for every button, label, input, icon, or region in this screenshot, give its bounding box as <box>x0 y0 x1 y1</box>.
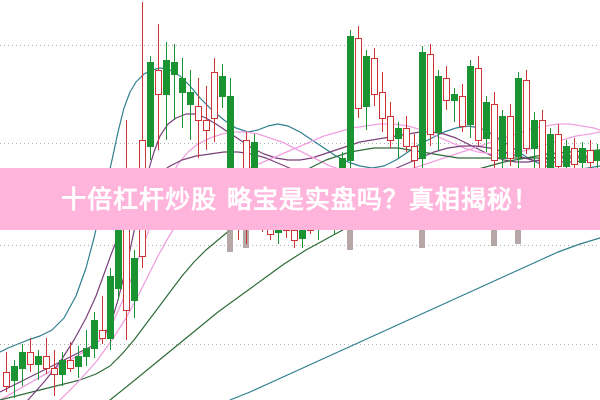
title-banner: 十倍杠杆炒股 略宝是实盘吗？真相揭秘！ <box>0 168 600 230</box>
chart-gridlines <box>0 45 600 345</box>
banner-title-text: 十倍杠杆炒股 略宝是实盘吗？真相揭秘！ <box>61 184 539 214</box>
